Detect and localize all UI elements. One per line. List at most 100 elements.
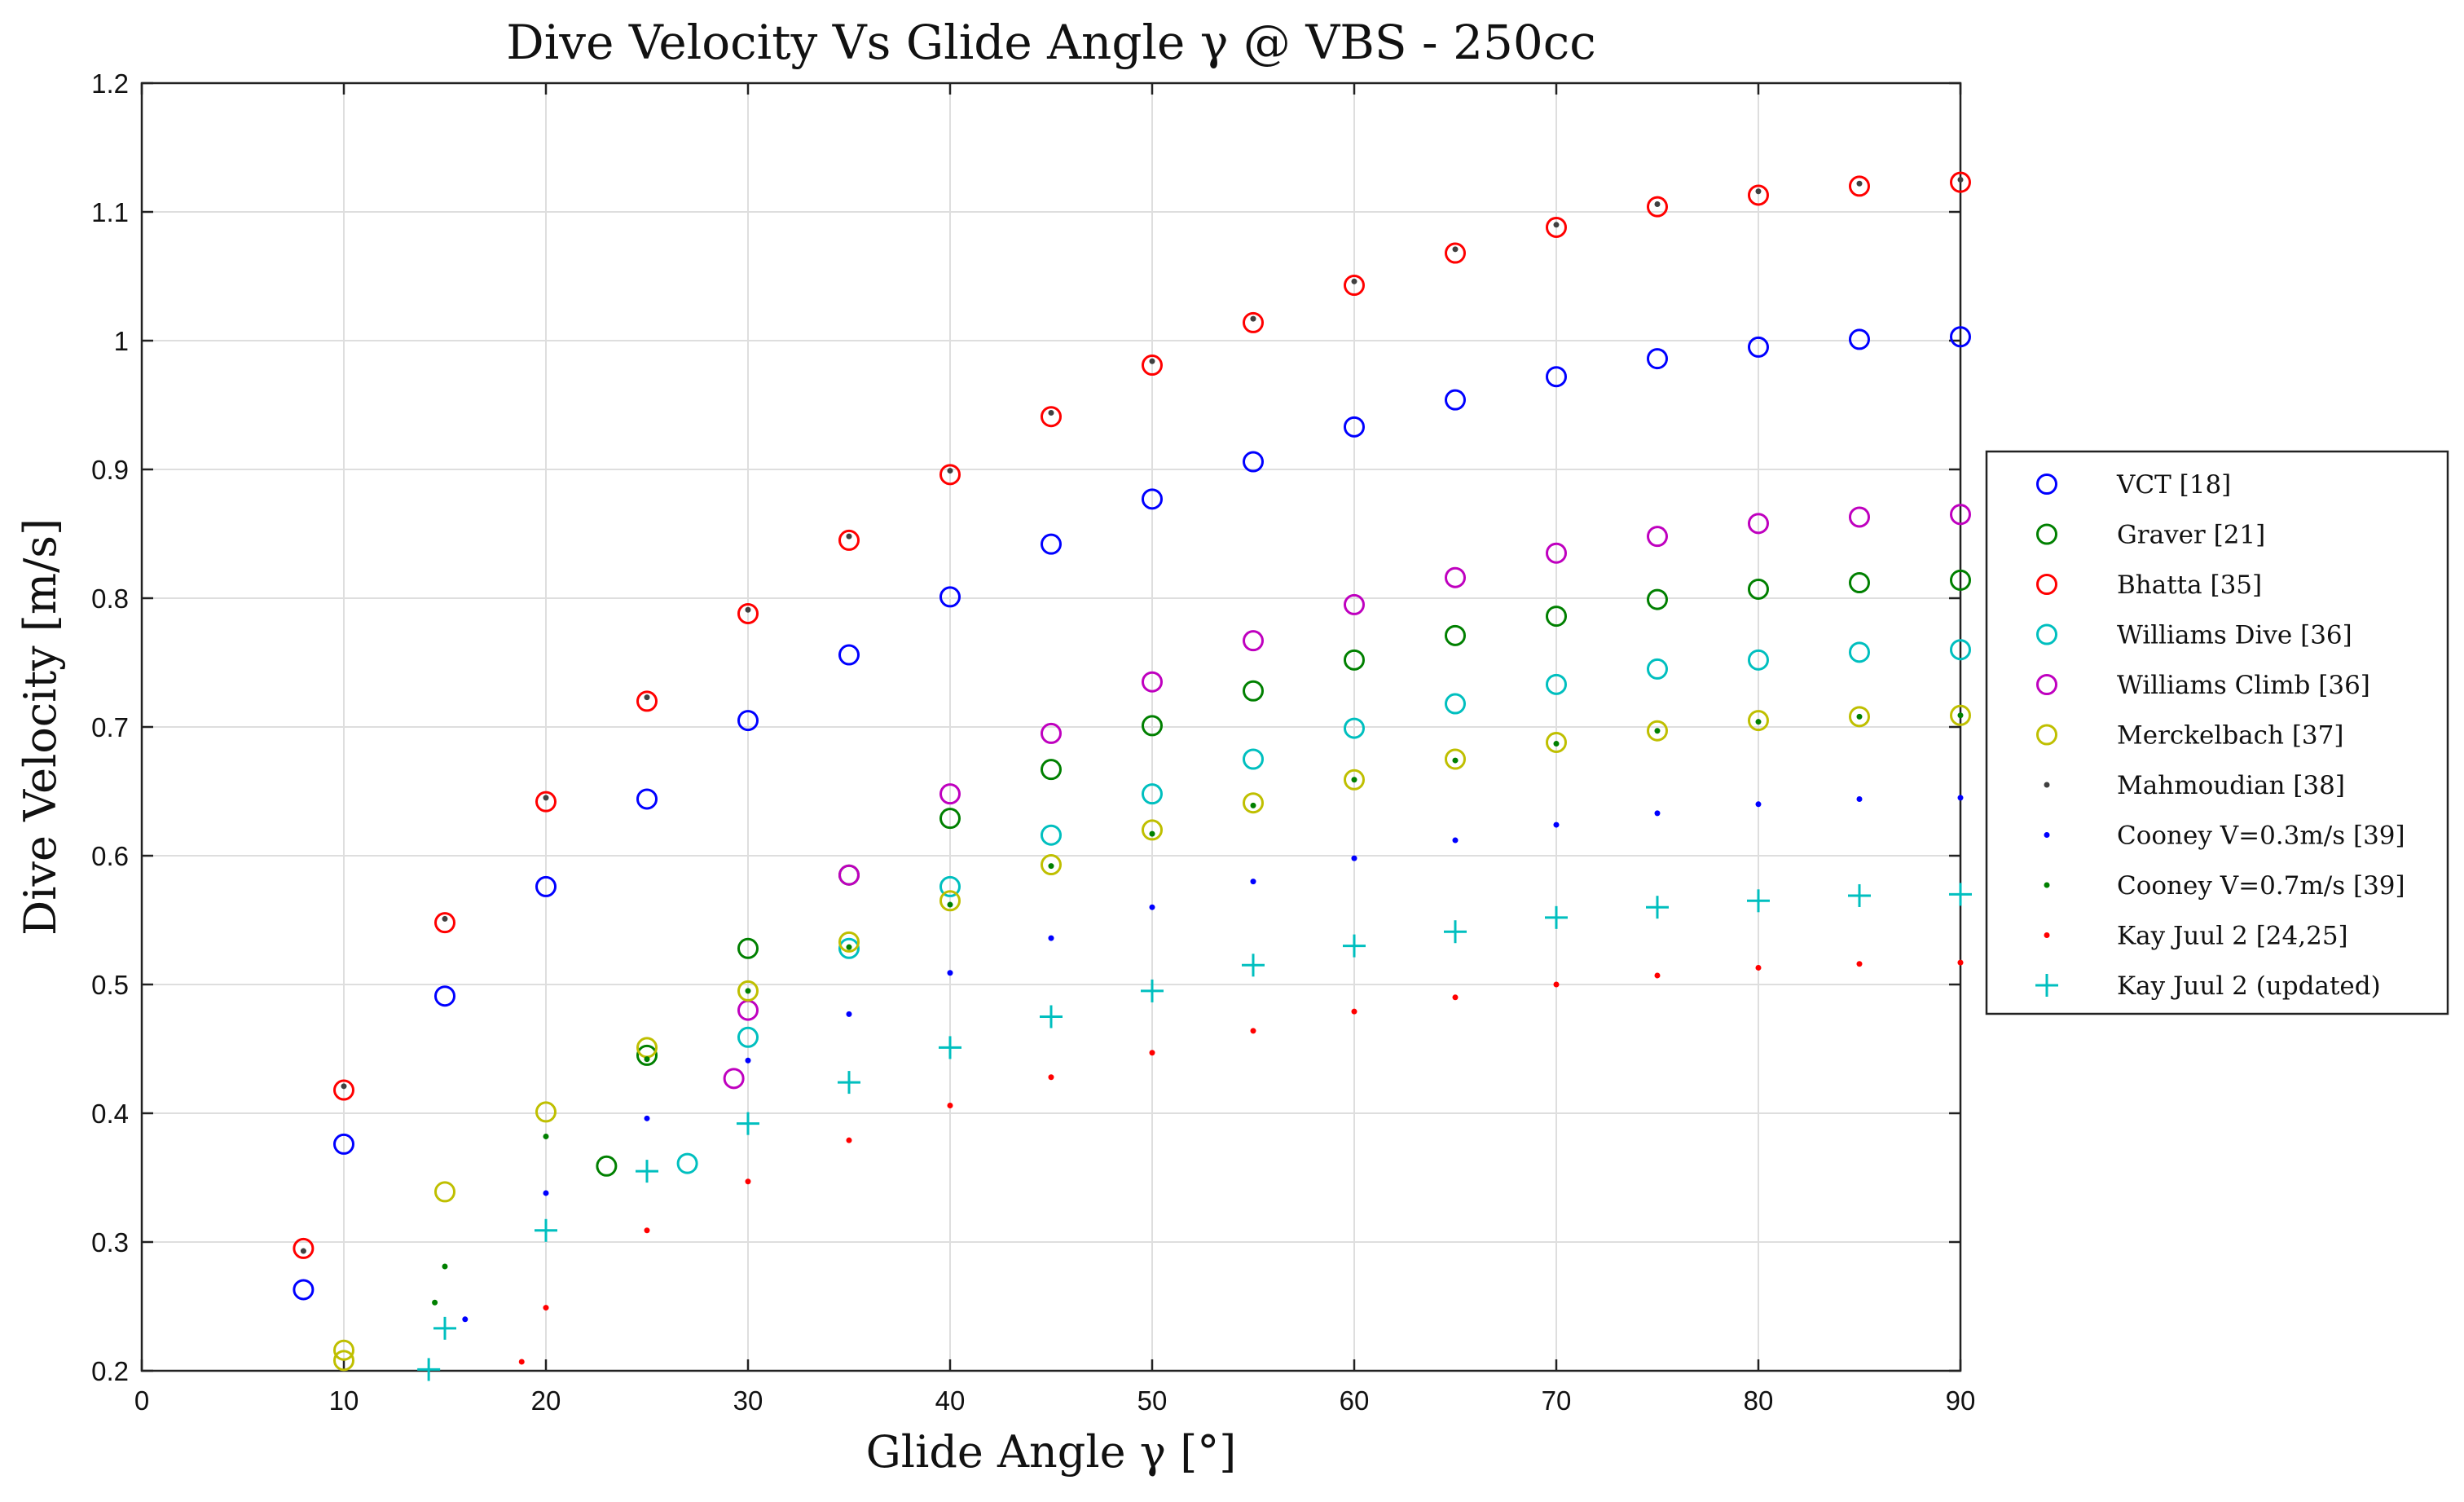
data-point (543, 1133, 549, 1139)
data-point (838, 644, 860, 666)
data-point (1250, 315, 1256, 322)
data-point (543, 795, 549, 801)
data-point (636, 1160, 658, 1183)
data-point (846, 1011, 852, 1017)
series-6 (333, 704, 1971, 1372)
data-point (1445, 748, 1466, 770)
data-point (737, 710, 759, 732)
data-point (1748, 336, 1769, 358)
x-tick-label: 50 (1137, 1385, 1168, 1416)
x-tick-label: 20 (531, 1385, 561, 1416)
data-point (939, 808, 961, 830)
data-point (333, 1133, 354, 1155)
data-point (1041, 824, 1062, 846)
data-point (543, 1190, 549, 1196)
x-tick-label: 90 (1946, 1385, 1976, 1416)
legend-item: Williams Climb [36] (2036, 671, 2370, 700)
data-point (1344, 275, 1365, 297)
legend-label: Bhatta [35] (2117, 570, 2262, 600)
legend-item: Mahmoudian [38] (2044, 771, 2345, 800)
legend-item: Bhatta [35] (2036, 570, 2262, 600)
data-point (939, 464, 961, 486)
data-point (1546, 731, 1567, 753)
data-point (1950, 171, 1971, 193)
data-point (1250, 1028, 1256, 1034)
data-point (1242, 954, 1265, 977)
data-point (1647, 720, 1668, 742)
data-point (838, 1071, 860, 1095)
data-point (1041, 406, 1062, 428)
data-point (1149, 358, 1155, 364)
data-point (333, 1079, 354, 1101)
data-point (1048, 409, 1054, 416)
y-tick-label: 0.8 (91, 584, 129, 614)
data-point (1452, 837, 1459, 843)
data-point (535, 1218, 557, 1242)
legend-marker (2036, 623, 2057, 645)
data-point (1149, 830, 1155, 837)
x-axis-label: Glide Angle γ [°] (866, 1426, 1237, 1478)
legend-item: Graver [21] (2036, 521, 2265, 550)
y-tick-label: 1 (114, 326, 129, 356)
data-point (1040, 1005, 1063, 1028)
data-point (1950, 639, 1971, 661)
data-point (1748, 578, 1769, 600)
grid (142, 83, 1960, 1371)
series-3 (293, 171, 1971, 1259)
data-point (300, 1248, 306, 1254)
data-point (636, 690, 658, 712)
data-point (846, 1137, 852, 1143)
legend-item: VCT [18] (2036, 470, 2231, 500)
data-point (442, 1263, 448, 1270)
data-point (341, 1083, 347, 1090)
data-point (1243, 630, 1264, 652)
data-point (1351, 278, 1357, 284)
series-10 (518, 959, 1964, 1365)
legend-label: Cooney V=0.3m/s [39] (2117, 821, 2405, 851)
data-point (745, 606, 751, 613)
data-point (1647, 348, 1668, 370)
data-point (1553, 222, 1560, 228)
data-point (1849, 506, 1870, 528)
data-point (737, 1112, 759, 1135)
data-point (293, 1237, 315, 1259)
data-point (1344, 416, 1365, 438)
data-point (1445, 693, 1466, 715)
data-point (1856, 795, 1863, 802)
y-tick-label: 0.5 (91, 970, 129, 1000)
data-point (1142, 671, 1163, 693)
data-point (1041, 759, 1062, 781)
legend-marker (2036, 474, 2057, 495)
data-point (947, 1103, 953, 1109)
data-point (644, 1056, 650, 1063)
data-point (1444, 920, 1467, 944)
legend-item: Kay Juul 2 (updated) (2035, 971, 2381, 1001)
legend-marker (2044, 932, 2050, 938)
legend-marker (2044, 782, 2050, 788)
x-tick-label: 10 (329, 1385, 359, 1416)
data-point (1351, 1008, 1357, 1015)
data-point (1243, 311, 1264, 333)
data-point (1654, 810, 1661, 817)
series-7 (300, 177, 1964, 1254)
data-point (1849, 706, 1870, 728)
data-point (676, 1152, 698, 1174)
legend-label: Cooney V=0.7m/s [39] (2117, 871, 2405, 901)
data-point (1344, 769, 1365, 791)
data-point (636, 1044, 658, 1066)
data-point (846, 944, 852, 950)
data-point (1949, 883, 1972, 906)
data-point (1452, 757, 1459, 764)
data-point (1755, 964, 1762, 971)
data-point (535, 1101, 557, 1123)
data-point (1142, 819, 1163, 841)
data-point (745, 988, 751, 994)
data-point (1149, 904, 1155, 910)
data-point (1748, 184, 1769, 206)
data-point (1142, 355, 1163, 377)
data-point (1041, 854, 1062, 876)
data-point (939, 1036, 961, 1059)
data-point (333, 1350, 354, 1372)
y-axis-label: Dive Velocity [m/s] (15, 518, 66, 936)
data-point (939, 875, 961, 897)
